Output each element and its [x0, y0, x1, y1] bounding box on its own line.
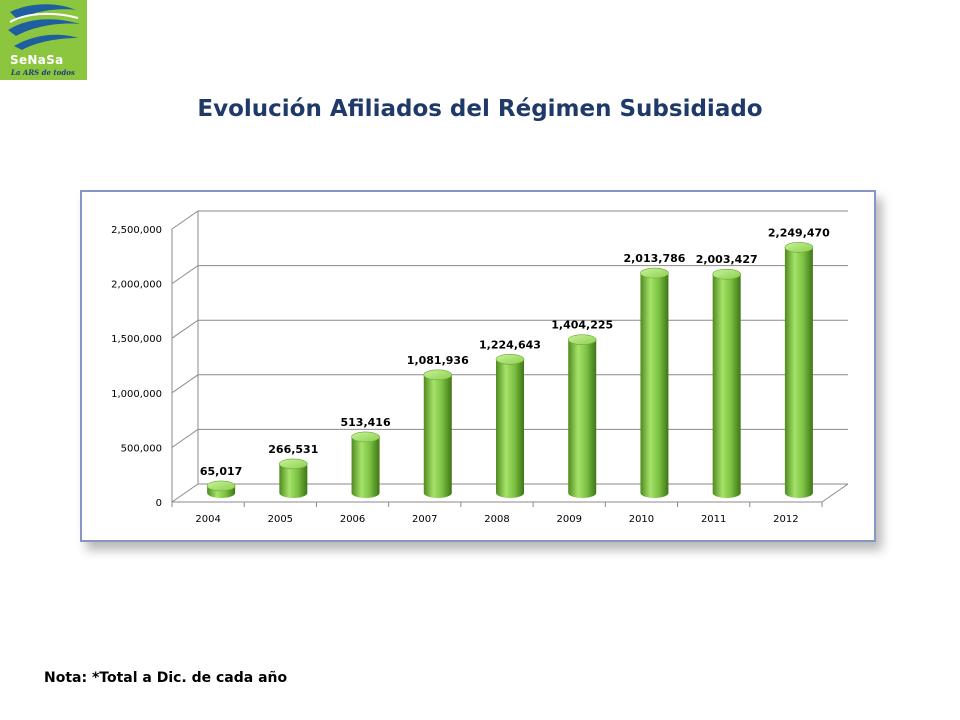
bar [712, 274, 741, 498]
bar-cap [640, 267, 669, 279]
x-tick-label: 2011 [701, 514, 726, 525]
x-tick-label: 2007 [412, 514, 437, 525]
y-tick-label: 2,500,000 [111, 225, 162, 236]
data-label: 2,249,470 [768, 226, 830, 239]
bar-cap [351, 431, 380, 443]
logo-swoosh-icon [8, 4, 80, 50]
logo-name: SeNaSa [10, 53, 64, 67]
chart-frame: 0 500,000 1,000,000 1,500,000 2,000,000 2,500… [80, 190, 876, 542]
x-tick-label: 2010 [629, 514, 654, 525]
bar-cap [712, 268, 741, 280]
x-tick-label: 2004 [195, 514, 220, 525]
gridline [171, 265, 848, 285]
data-label: 1,081,936 [407, 354, 469, 367]
bar [279, 463, 308, 498]
y-tick-label: 1,500,000 [111, 334, 162, 345]
footnote: Nota: *Total a Dic. de cada año [44, 670, 288, 686]
data-label: 2,013,786 [623, 252, 685, 265]
bar [496, 359, 524, 498]
bar-cap [784, 242, 814, 253]
data-label: 513,416 [341, 416, 391, 429]
senasa-logo: SeNaSa La ARS de todos [0, 0, 87, 80]
y-tick-label: 2,000,000 [111, 280, 162, 291]
floor-edge [821, 483, 849, 503]
bar-cap [206, 480, 236, 492]
bar [423, 374, 452, 498]
data-label: 266,531 [268, 443, 318, 456]
data-label: 2,003,427 [696, 253, 758, 266]
gridline [171, 319, 848, 339]
data-label: 65,017 [200, 465, 242, 478]
bar [640, 273, 669, 498]
gridline [171, 210, 848, 230]
logo-tagline: La ARS de todos [11, 68, 75, 77]
bar-cap [567, 334, 597, 345]
bar [784, 247, 813, 498]
x-tick-label: 2006 [340, 514, 365, 525]
bar-cap [279, 458, 308, 470]
bar-cap [495, 353, 525, 365]
y-tick-label: 500,000 [121, 443, 162, 454]
data-label: 1,224,643 [479, 338, 541, 351]
x-tick-label: 2012 [773, 514, 798, 525]
y-tick-label: 0 [156, 498, 162, 509]
x-tick-label: 2009 [556, 514, 581, 525]
y-tick-label: 1,000,000 [111, 389, 162, 400]
bar-cap [423, 369, 453, 381]
x-tick-label: 2005 [268, 514, 293, 525]
bar [568, 339, 597, 498]
bar [351, 436, 380, 498]
data-label: 1,404,225 [551, 319, 613, 332]
bar-chart: 0 500,000 1,000,000 1,500,000 2,000,000 2,500… [111, 210, 849, 525]
x-tick-label: 2008 [484, 514, 509, 525]
page-title: Evolución Afiliados del Régimen Subsidia… [197, 96, 763, 122]
